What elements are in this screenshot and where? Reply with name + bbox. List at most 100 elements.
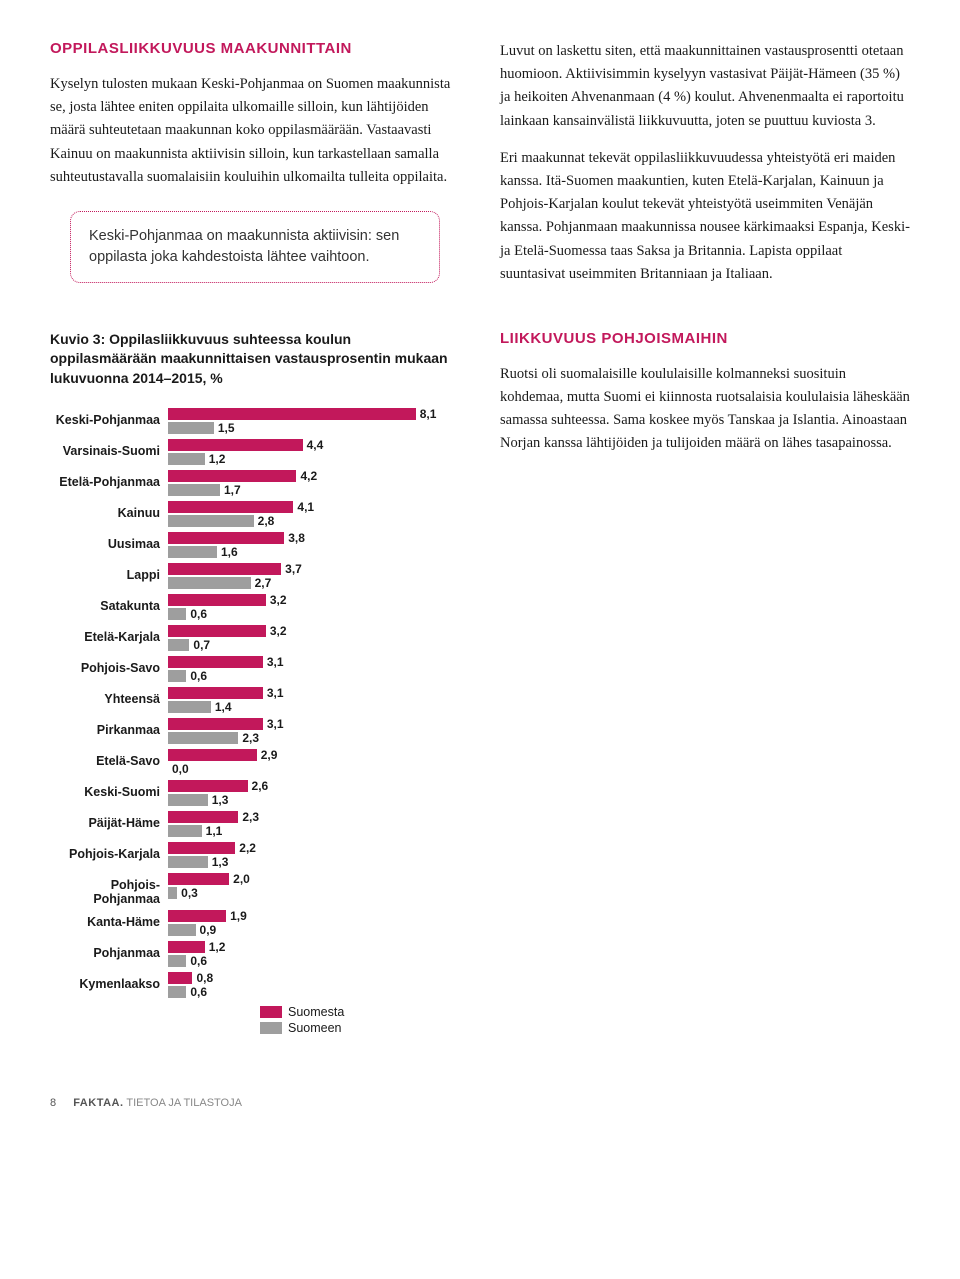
chart-row-bars: 2,90,0 [168, 748, 460, 776]
page-footer: 8 FAKTAA. TIETOA JA TILASTOJA [50, 1097, 910, 1109]
chart-row-bars: 4,41,2 [168, 438, 460, 466]
chart-row: Pohjois-Pohjanmaa2,00,3 [50, 872, 460, 906]
chart-row: Kymenlaakso0,80,6 [50, 971, 460, 999]
chart-row-label: Lappi [50, 562, 168, 582]
section-heading-liikkuvuus: LIIKKUVUUS POHJOISMAIHIN [500, 330, 910, 347]
chart-row-bars: 4,21,7 [168, 469, 460, 497]
chart-row: Kanta-Häme1,90,9 [50, 909, 460, 937]
bar-suomesta [168, 625, 266, 637]
bar-value-b: 1,5 [218, 421, 235, 435]
chart-row: Uusimaa3,81,6 [50, 531, 460, 559]
bar-value-b: 0,7 [193, 638, 210, 652]
chart-row-label: Yhteensä [50, 686, 168, 706]
bar-suomeen [168, 701, 211, 713]
bar-suomesta [168, 656, 263, 668]
chart-row-bars: 3,1 2,3 [168, 717, 460, 745]
bar-suomesta [168, 439, 303, 451]
chart-legend: Suomesta Suomeen [260, 1005, 460, 1035]
top-right-paragraph-2: Eri maakunnat tekevät oppilasliikkuvuude… [500, 147, 910, 286]
chart-row-label: Uusimaa [50, 531, 168, 551]
bar-suomesta [168, 873, 229, 885]
chart-row: Etelä-Savo2,90,0 [50, 748, 460, 776]
bar-value-a: 4,1 [297, 500, 314, 514]
bar-suomeen [168, 608, 186, 620]
bar-suomesta [168, 780, 248, 792]
bar-value-b: 0,3 [181, 886, 198, 900]
bar-suomeen [168, 546, 217, 558]
bar-suomesta [168, 910, 226, 922]
chart-row: Pirkanmaa 3,1 2,3 [50, 717, 460, 745]
top-columns: OPPILASLIIKKUVUUS MAAKUNNITTAIN Kyselyn … [50, 40, 910, 300]
bar-suomeen [168, 484, 220, 496]
bar-suomesta [168, 941, 205, 953]
bar-suomeen [168, 453, 205, 465]
section-heading-oppilasliikkuvuus: OPPILASLIIKKUVUUS MAAKUNNITTAIN [50, 40, 460, 57]
bar-value-b: 1,3 [212, 855, 229, 869]
right-lower-column: LIIKKUVUUS POHJOISMAIHIN Ruotsi oli suom… [500, 330, 910, 1037]
bar-value-b: 2,7 [255, 576, 272, 590]
chart-row-label: Keski-Suomi [50, 779, 168, 799]
chart-row-bars: 2,00,3 [168, 872, 460, 900]
legend-swatch-a [260, 1006, 282, 1018]
bar-value-b: 1,6 [221, 545, 238, 559]
chart-row-label: Kainuu [50, 500, 168, 520]
chart-row: Kainuu 4,1 2,8 [50, 500, 460, 528]
bar-suomeen [168, 986, 186, 998]
chart-row-label: Pohjanmaa [50, 940, 168, 960]
bar-value-b: 1,7 [224, 483, 241, 497]
bar-value-a: 1,2 [209, 940, 226, 954]
bar-suomesta [168, 687, 263, 699]
chart-row-label: Etelä-Karjala [50, 624, 168, 644]
chart-row: Etelä-Karjala3,20,7 [50, 624, 460, 652]
chart-row-bars: 1,20,6 [168, 940, 460, 968]
chart-row: Päijät-Häme2,31,1 [50, 810, 460, 838]
chart-row-bars: 3,1 0,6 [168, 655, 460, 683]
bar-suomesta [168, 718, 263, 730]
chart-row-bars: 2,61,3 [168, 779, 460, 807]
top-right-column: Luvut on laskettu siten, että maakunnitt… [500, 40, 910, 300]
chart-column: Kuvio 3: Oppilasliikkuvuus suhteessa kou… [50, 330, 460, 1037]
chart-row: Pohjois-Savo 3,1 0,6 [50, 655, 460, 683]
bar-suomeen [168, 732, 238, 744]
chart-row-bars: 3,81,6 [168, 531, 460, 559]
bar-suomesta [168, 811, 238, 823]
bar-suomesta [168, 532, 284, 544]
bar-value-a: 2,3 [242, 810, 259, 824]
chart-row-bars: 3,20,7 [168, 624, 460, 652]
bar-suomeen [168, 924, 196, 936]
bar-value-b: 2,8 [258, 514, 275, 528]
bar-suomesta [168, 594, 266, 606]
bar-suomeen [168, 887, 177, 899]
chart-row-label: Pohjois-Pohjanmaa [50, 872, 168, 906]
chart-row-label: Pohjois-Savo [50, 655, 168, 675]
bar-suomesta [168, 749, 257, 761]
chart-row-label: Pirkanmaa [50, 717, 168, 737]
bar-suomesta [168, 842, 235, 854]
chart-row-bars: 0,80,6 [168, 971, 460, 999]
chart-row-bars: 3,20,6 [168, 593, 460, 621]
bar-value-b: 0,6 [190, 985, 207, 999]
bar-value-a: 3,1 [267, 655, 284, 669]
bar-suomeen [168, 670, 186, 682]
legend-item-suomesta: Suomesta [260, 1005, 460, 1019]
bar-value-b: 2,3 [242, 731, 259, 745]
bar-value-a: 4,4 [307, 438, 324, 452]
lower-columns: Kuvio 3: Oppilasliikkuvuus suhteessa kou… [50, 330, 910, 1037]
legend-label-a: Suomesta [288, 1005, 344, 1019]
bar-value-a: 3,1 [267, 717, 284, 731]
legend-item-suomeen: Suomeen [260, 1021, 460, 1035]
chart-row: Keski-Suomi2,61,3 [50, 779, 460, 807]
chart-row-label: Etelä-Savo [50, 748, 168, 768]
bar-value-a: 2,2 [239, 841, 256, 855]
bar-value-a: 3,7 [285, 562, 302, 576]
chart-row-label: Kymenlaakso [50, 971, 168, 991]
bar-value-b: 0,6 [190, 669, 207, 683]
chart-row-label: Keski-Pohjanmaa [50, 407, 168, 427]
chart-row: Pohjanmaa1,20,6 [50, 940, 460, 968]
chart-row-bars: 3,7 2,7 [168, 562, 460, 590]
chart-row-label: Pohjois-Karjala [50, 841, 168, 861]
chart-title: Kuvio 3: Oppilasliikkuvuus suhteessa kou… [50, 330, 460, 389]
bar-suomesta [168, 470, 296, 482]
footer-rest: TIETOA JA TILASTOJA [124, 1097, 242, 1109]
bar-value-b: 1,1 [206, 824, 223, 838]
